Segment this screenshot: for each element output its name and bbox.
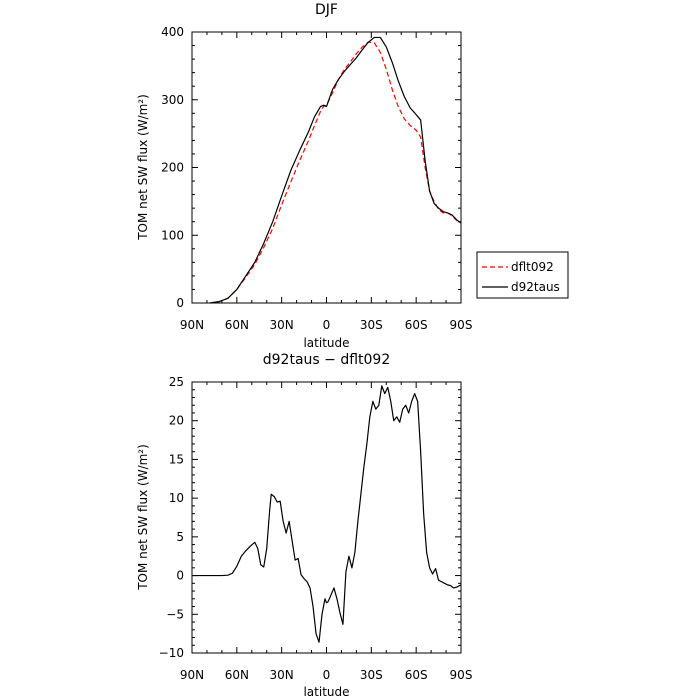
bottom-xtick-label: 30S (360, 668, 383, 682)
chart-top-frame (191, 31, 462, 304)
bottom-ytick-label: −10 (159, 646, 184, 660)
top-ytick-label: 200 (161, 161, 184, 175)
bottom-ytick-label: 15 (169, 452, 184, 466)
top-ytick-label: 300 (161, 93, 184, 107)
top-xtick-label: 90S (450, 318, 473, 332)
top-xtick-label: 60S (405, 318, 428, 332)
chart-bottom: d92taus − dflt092 90N 60N 30N 0 30S 60S 90S −10… (136, 352, 472, 699)
bottom-ytick-label: 5 (176, 530, 184, 544)
top-xtick-label: 60N (225, 318, 249, 332)
bottom-series-line (192, 385, 462, 643)
chart-top-xlabel: latitude (303, 336, 349, 350)
chart-bottom-title: d92taus − dflt092 (263, 352, 390, 368)
chart-bottom-frame (191, 381, 462, 654)
legend-label-d92taus: d92taus (511, 280, 560, 294)
chart-top-axes: 90N 60N 30N 0 30S 60S 90S 0 100 200 300 400 (161, 25, 472, 332)
chart-top-legend: dflt092 d92taus (476, 251, 569, 299)
top-ytick-label: 400 (161, 25, 184, 39)
bottom-ytick-label: 25 (169, 375, 184, 389)
bottom-xtick-label: 90N (180, 668, 204, 682)
legend-label-dflt092: dflt092 (511, 260, 554, 274)
top-ytick-label: 0 (176, 296, 184, 310)
bottom-xtick-label: 60N (225, 668, 249, 682)
bottom-ytick-label: 0 (176, 569, 184, 583)
chart-bottom-xlabel: latitude (303, 685, 349, 699)
top-xtick-label: 90N (180, 318, 204, 332)
legend-box (476, 251, 569, 299)
chart-bottom-plot-area (192, 385, 462, 643)
top-xtick-label: 30N (270, 318, 294, 332)
top-ytick-label: 100 (161, 228, 184, 242)
top-xtick-label: 0 (323, 318, 331, 332)
bottom-xtick-label: 60S (405, 668, 428, 682)
bottom-xtick-label: 0 (323, 668, 331, 682)
chart-top-ylabel: TOM net SW flux (W/m²) (136, 94, 150, 241)
bottom-ytick-label: −5 (166, 607, 184, 621)
top-series-line-dflt092 (209, 41, 462, 304)
chart-bottom-axes: 90N 60N 30N 0 30S 60S 90S −10 −5 0 5 10 15 20 25 (159, 375, 473, 682)
chart-bottom-ylabel: TOM net SW flux (W/m²) (136, 444, 150, 591)
bottom-ytick-label: 10 (169, 491, 184, 505)
bottom-xtick-label: 30N (270, 668, 294, 682)
bottom-ytick-label: 20 (169, 414, 184, 428)
chart-top-plot-area (209, 36, 462, 304)
top-xtick-label: 30S (360, 318, 383, 332)
chart-top-title: DJF (315, 2, 338, 18)
bottom-xtick-label: 90S (450, 668, 473, 682)
chart-top: DJF 90N 60N 30N 0 30S 60S 90S 0 100 200 300 400 lat… (136, 2, 569, 350)
top-series-line-d92taus (209, 36, 462, 304)
